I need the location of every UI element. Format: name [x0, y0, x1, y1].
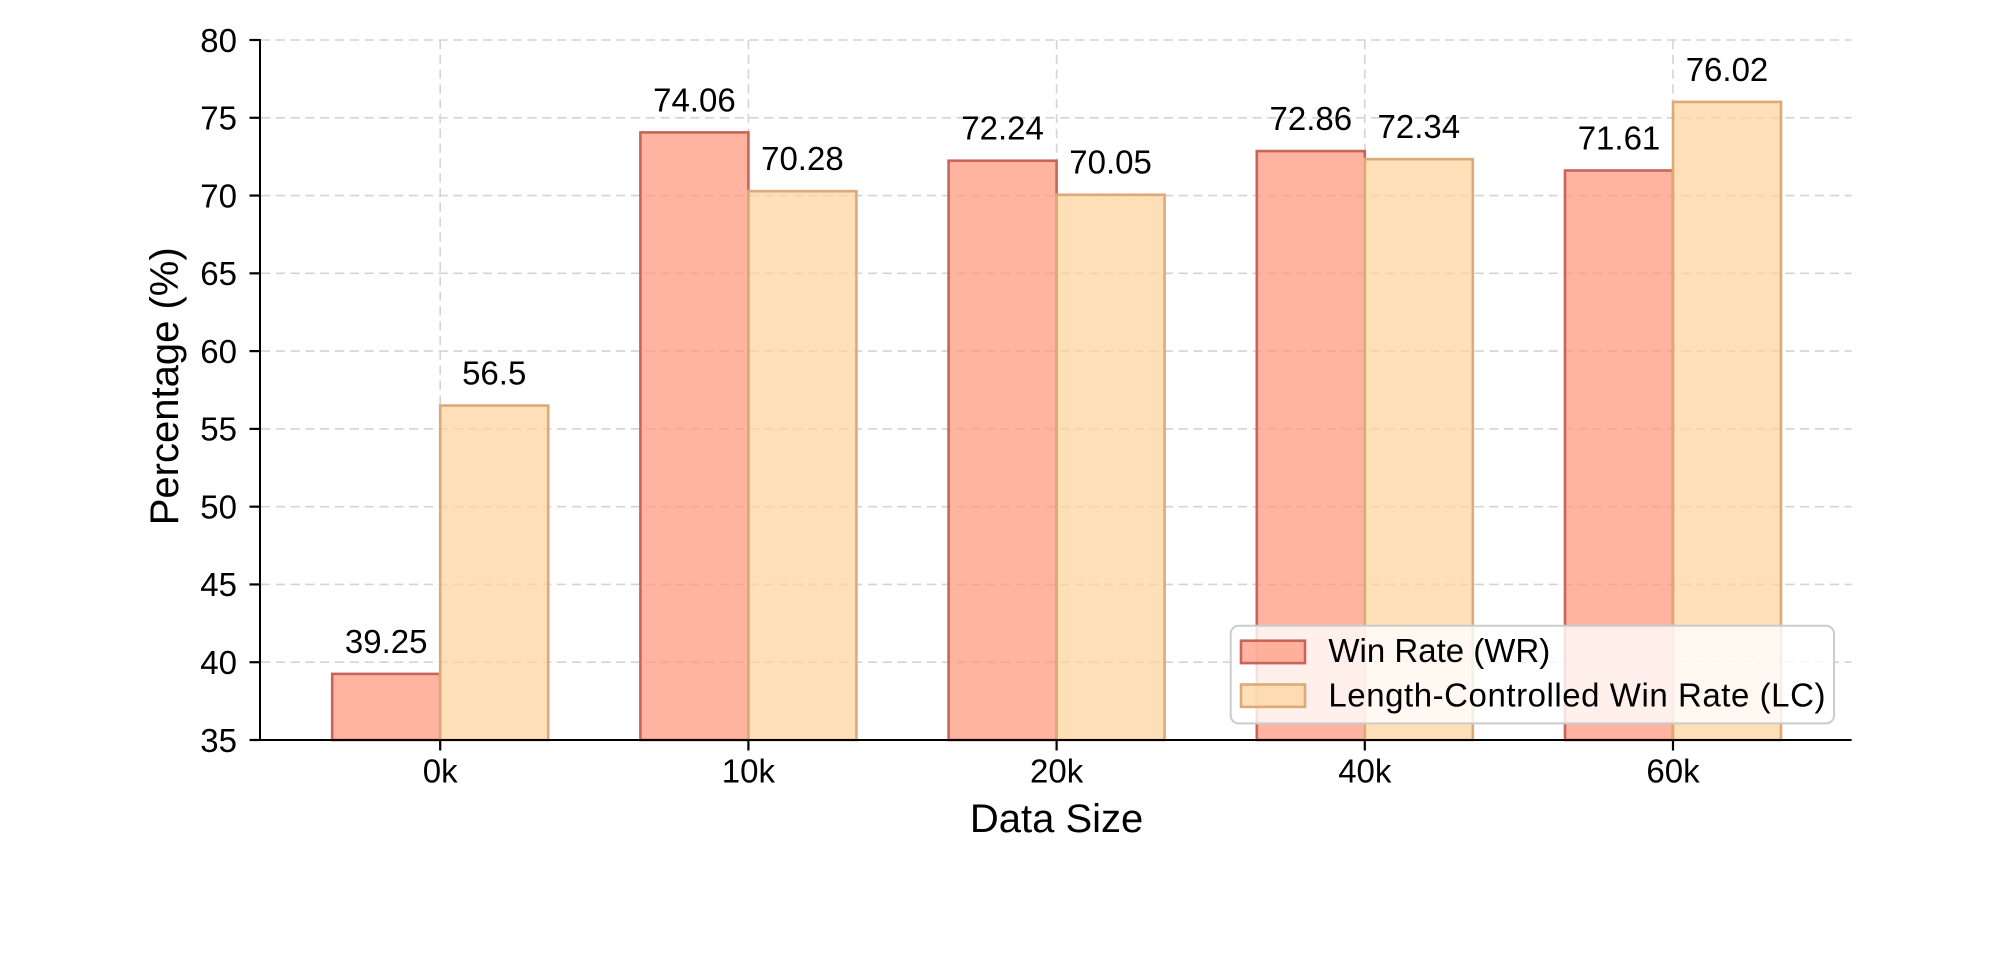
svg-text:20k: 20k	[1030, 752, 1084, 789]
svg-text:39.25: 39.25	[345, 623, 428, 660]
svg-text:Data Size: Data Size	[970, 797, 1143, 841]
svg-text:72.34: 72.34	[1378, 108, 1461, 145]
svg-text:10k: 10k	[722, 752, 776, 789]
svg-text:50: 50	[200, 489, 237, 526]
svg-text:80: 80	[200, 22, 237, 59]
svg-text:60k: 60k	[1646, 752, 1700, 789]
svg-text:Win Rate (WR): Win Rate (WR)	[1328, 632, 1550, 669]
svg-text:70.05: 70.05	[1069, 144, 1152, 181]
svg-text:55: 55	[200, 411, 237, 448]
svg-text:72.24: 72.24	[961, 110, 1044, 147]
svg-text:56.5: 56.5	[462, 355, 526, 392]
svg-text:71.61: 71.61	[1578, 119, 1661, 156]
svg-text:0k: 0k	[423, 752, 458, 789]
svg-text:40: 40	[200, 644, 237, 681]
svg-text:65: 65	[200, 255, 237, 292]
svg-text:70.28: 70.28	[761, 140, 844, 177]
svg-text:60: 60	[200, 333, 237, 370]
svg-text:72.86: 72.86	[1270, 100, 1353, 137]
svg-text:45: 45	[200, 566, 237, 603]
svg-text:76.02: 76.02	[1686, 51, 1769, 88]
svg-text:74.06: 74.06	[653, 81, 736, 118]
svg-text:40k: 40k	[1338, 752, 1392, 789]
svg-text:70: 70	[200, 177, 237, 214]
svg-text:Length-Controlled Win Rate (LC: Length-Controlled Win Rate (LC)	[1328, 676, 1826, 713]
svg-text:Percentage (%): Percentage (%)	[143, 247, 187, 525]
svg-text:75: 75	[200, 100, 237, 137]
svg-text:35: 35	[200, 722, 237, 759]
